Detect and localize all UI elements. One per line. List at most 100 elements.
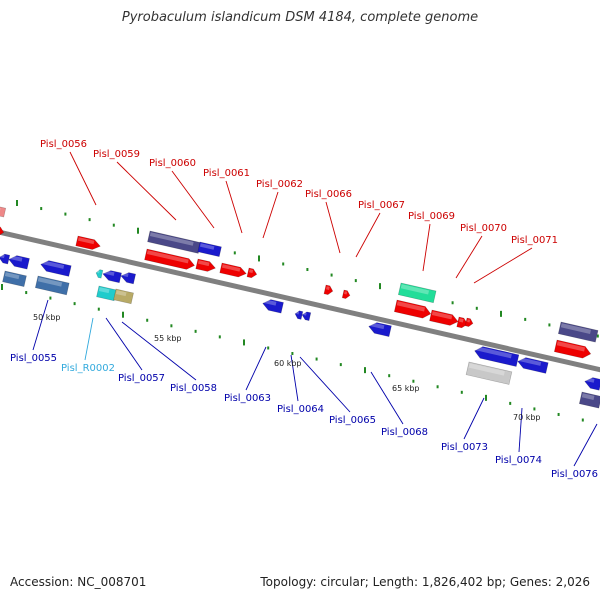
gene-feature[interactable] xyxy=(144,248,196,271)
gene-feature[interactable] xyxy=(2,270,27,287)
gene-label-pisl-r0002[interactable]: Pisl_R0002 xyxy=(61,363,115,374)
gene-feature[interactable] xyxy=(262,298,284,314)
tick-mark-bottom xyxy=(49,296,52,300)
gene-feature[interactable] xyxy=(34,275,70,296)
tick-mark-top xyxy=(282,262,285,266)
leader-line xyxy=(463,397,485,440)
scale-label-70kbp: 70 kbp xyxy=(513,413,541,422)
gene-feature[interactable] xyxy=(464,317,474,327)
gene-feature[interactable] xyxy=(465,361,513,385)
leader-line xyxy=(370,371,404,425)
gene-label-pisl-0071[interactable]: Pisl_0071 xyxy=(511,235,558,246)
gene-label-pisl-0067[interactable]: Pisl_0067 xyxy=(358,200,405,211)
scale-label-65kbp: 65 kbp xyxy=(392,384,420,393)
leader-line xyxy=(171,170,215,229)
leader-line xyxy=(262,191,279,239)
gene-feature[interactable] xyxy=(246,267,258,279)
tick-mark-top xyxy=(596,334,599,338)
gene-feature[interactable] xyxy=(96,285,117,302)
gene-feature[interactable] xyxy=(397,282,437,304)
genome-backbone xyxy=(0,229,600,373)
gene-label-pisl-0056[interactable]: Pisl_0056 xyxy=(40,139,87,150)
gene-feature[interactable] xyxy=(75,235,102,251)
gene-label-pisl-0059[interactable]: Pisl_0059 xyxy=(93,149,140,160)
gene-feature[interactable] xyxy=(195,258,217,273)
leader-line xyxy=(32,299,49,351)
tick-mark-bottom xyxy=(557,412,560,416)
tick-mark-top xyxy=(548,323,551,327)
tick-mark-bottom xyxy=(146,318,149,322)
leader-line xyxy=(121,321,197,381)
gene-label-pisl-0068[interactable]: Pisl_0068 xyxy=(381,427,428,438)
genome-summary-text: Topology: circular; Length: 1,826,402 bp… xyxy=(260,575,590,589)
gene-feature[interactable] xyxy=(219,262,248,279)
gene-label-pisl-0058[interactable]: Pisl_0058 xyxy=(170,383,217,394)
leader-line xyxy=(573,423,598,467)
tick-mark-top xyxy=(137,227,139,234)
gene-feature[interactable] xyxy=(553,339,592,360)
tick-mark-bottom xyxy=(581,418,584,422)
tick-mark-top xyxy=(40,207,43,211)
gene-feature[interactable] xyxy=(294,310,304,320)
tick-mark-bottom xyxy=(388,374,391,378)
leader-line xyxy=(299,356,351,413)
gene-label-pisl-0061[interactable]: Pisl_0061 xyxy=(203,168,250,179)
tick-mark-top xyxy=(451,301,454,305)
gene-feature[interactable] xyxy=(147,230,202,254)
tick-mark-top xyxy=(379,283,381,290)
gene-feature[interactable] xyxy=(301,311,312,321)
gene-feature[interactable] xyxy=(584,376,600,391)
label-leader-lines xyxy=(32,151,598,467)
tick-mark-top xyxy=(233,251,236,255)
gene-feature[interactable] xyxy=(95,269,104,279)
gene-feature[interactable] xyxy=(197,241,222,258)
gene-label-pisl-0069[interactable]: Pisl_0069 xyxy=(408,211,455,222)
leader-line xyxy=(422,223,431,272)
gene-label-pisl-0074[interactable]: Pisl_0074 xyxy=(495,455,542,466)
gene-label-pisl-0062[interactable]: Pisl_0062 xyxy=(256,179,303,190)
tick-mark-bottom xyxy=(460,390,463,394)
gene-feature[interactable] xyxy=(323,284,334,296)
gene-label-pisl-0055[interactable]: Pisl_0055 xyxy=(10,353,57,364)
gene-label-pisl-0066[interactable]: Pisl_0066 xyxy=(305,189,352,200)
gene-label-pisl-0063[interactable]: Pisl_0063 xyxy=(224,393,271,404)
gene-label-pisl-0057[interactable]: Pisl_0057 xyxy=(118,373,165,384)
tick-mark-bottom xyxy=(364,367,366,374)
gene-label-pisl-0073[interactable]: Pisl_0073 xyxy=(441,442,488,453)
gene-label-pisl-0060[interactable]: Pisl_0060 xyxy=(149,158,196,169)
leader-line xyxy=(325,201,341,254)
gene-label-pisl-0065[interactable]: Pisl_0065 xyxy=(329,415,376,426)
tick-mark-bottom xyxy=(243,339,245,346)
gene-label-pisl-0070[interactable]: Pisl_0070 xyxy=(460,223,507,234)
tick-mark-bottom xyxy=(436,385,439,389)
gene-feature[interactable] xyxy=(578,391,600,409)
gene-feature[interactable] xyxy=(102,269,122,284)
tick-mark-top xyxy=(64,212,67,216)
leader-line xyxy=(245,346,267,391)
tick-mark-top xyxy=(354,279,357,283)
gene-feature[interactable] xyxy=(557,321,599,343)
gene-feature[interactable] xyxy=(368,321,392,337)
gene-feature[interactable] xyxy=(0,225,5,237)
gene-label-pisl-0064[interactable]: Pisl_0064 xyxy=(277,404,324,415)
gene-feature[interactable] xyxy=(40,259,72,277)
gene-label-pisl-0076[interactable]: Pisl_0076 xyxy=(551,469,598,480)
gene-feature[interactable] xyxy=(0,205,7,218)
scale-label-50kbp: 50 kbp xyxy=(33,313,61,322)
gene-feature[interactable] xyxy=(341,289,351,299)
gene-feature[interactable] xyxy=(8,254,30,270)
gene-feature[interactable] xyxy=(429,309,460,327)
leader-line xyxy=(69,151,97,206)
gene-feature[interactable] xyxy=(456,316,469,329)
tick-mark-top xyxy=(258,255,260,262)
gene-feature[interactable] xyxy=(393,299,432,320)
gene-feature[interactable] xyxy=(120,271,137,285)
gene-feature[interactable] xyxy=(517,356,549,374)
gene-feature[interactable] xyxy=(0,253,11,265)
tick-mark-bottom xyxy=(291,352,294,356)
gene-features xyxy=(0,205,600,409)
gene-feature[interactable] xyxy=(113,288,134,305)
gene-feature[interactable] xyxy=(473,345,520,367)
